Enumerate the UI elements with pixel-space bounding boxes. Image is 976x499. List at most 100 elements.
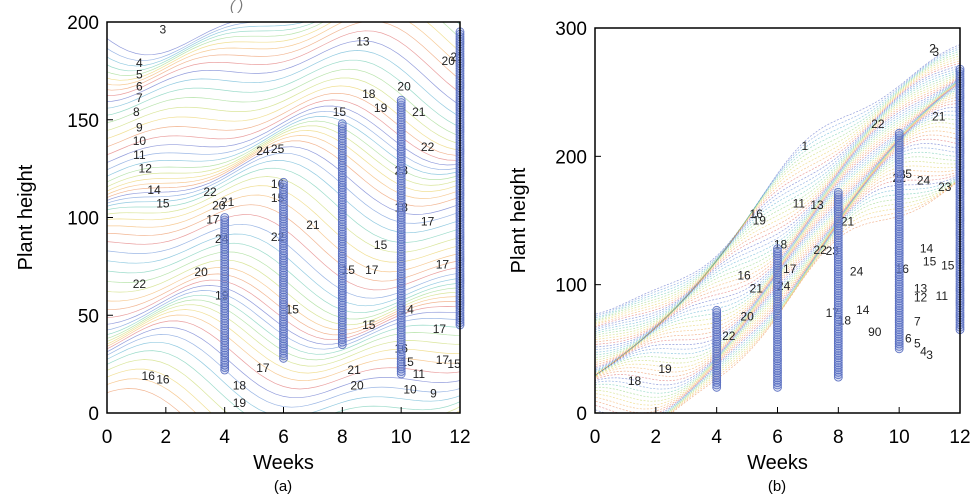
data-point [773,349,782,359]
data-point [220,213,230,222]
panel-a: 3456789101112141522202117242220191616181… [15,13,471,495]
data-point [279,353,288,363]
data-point [894,200,904,210]
contour-label: 17 [436,257,450,271]
data-point [337,180,347,190]
contour-line [107,30,460,97]
contour-line [595,69,960,333]
data-point [337,335,347,345]
data-point [833,336,843,346]
data-point [337,163,347,173]
data-point [712,368,722,378]
x-tick-label: 8 [337,427,348,448]
contour-label: 15 [271,191,285,205]
contour-label: 20 [194,265,208,279]
contour-line [595,77,960,345]
data-point [396,283,406,293]
data-point [894,241,904,251]
contour-line [595,44,960,315]
data-point [396,271,406,281]
data-point [833,233,843,243]
contour-label: 7 [914,315,921,329]
data-point [396,257,406,266]
data-point [833,195,843,204]
data-point [773,358,782,368]
data-point [396,164,406,174]
data-point [773,375,782,385]
contour-label: 17 [436,353,450,367]
contour-line [595,48,960,319]
contour-label: 16 [737,269,751,283]
data-point [712,366,722,375]
data-point [712,305,722,315]
contour-label: 22 [421,140,435,154]
data-point [337,234,347,244]
data-point [220,267,230,277]
data-point [337,136,347,146]
data-point [833,317,843,327]
data-point [773,366,782,376]
data-point [833,358,843,368]
data-point [396,203,406,213]
data-point [396,137,406,147]
data-point [396,296,406,306]
data-point [279,241,288,251]
contour-label: 11 [936,289,949,303]
contour-line [107,125,460,188]
contour-line [107,22,460,91]
data-point [220,262,230,272]
contour-line [107,259,460,326]
contour-label: 23 [826,244,840,258]
data-point [220,321,230,331]
contour-label: 9 [136,121,143,135]
data-point [894,330,904,339]
contour-line [107,105,460,166]
data-point [396,354,406,364]
data-point [894,301,904,311]
contour-line [107,320,460,390]
data-point [337,332,347,342]
contour-line [595,79,960,356]
data-point [396,98,406,107]
data-point [833,303,843,312]
data-point [894,198,904,208]
data-point [833,259,843,269]
data-point [220,222,230,232]
data-point [396,274,406,284]
y-tick-label: 50 [78,306,99,327]
contour-label: 22 [133,277,147,291]
data-point [894,267,904,277]
data-point [833,235,843,245]
data-point [279,207,288,217]
contour-line [669,179,960,413]
data-point [773,315,782,325]
data-point [833,226,843,236]
data-point [396,237,406,247]
data-point [220,257,230,267]
data-point [337,320,347,330]
data-point [773,246,782,256]
data-point [220,286,230,296]
data-point [279,197,288,207]
contour-line [595,60,960,326]
data-point [337,168,347,178]
data-point [712,337,722,347]
contour-label: 21 [412,105,426,119]
data-point [396,112,406,122]
data-point [712,380,722,390]
contour-line [107,378,197,413]
data-point [833,240,843,250]
contour-label: 13 [914,281,928,295]
data-point [396,132,406,142]
data-point [712,313,722,323]
data-point [833,312,843,322]
data-point [396,227,406,237]
contour-line [595,138,960,382]
data-point [279,312,288,322]
data-point [337,249,347,259]
data-point [894,315,904,325]
data-point [773,344,782,354]
data-point [337,153,347,163]
data-point [396,315,406,325]
data-point [279,275,288,285]
